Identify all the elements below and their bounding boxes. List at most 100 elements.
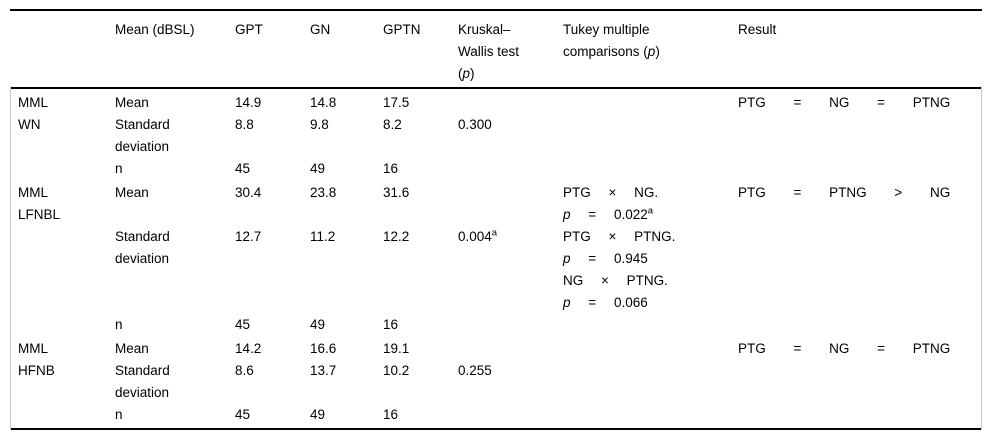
table-row: MML HFNB Mean 14.2 16.6 19.1 PTG = NG = …: [10, 338, 982, 378]
gptn-value-cell: 19.1: [383, 341, 410, 356]
table-row: Standard deviation 8.8 9.8 8.2 0.300: [10, 114, 982, 158]
group-name-line: MML: [18, 95, 48, 110]
p-value-number: 0.945: [613, 251, 648, 266]
gptn-value-cell: 17.5: [383, 95, 410, 110]
result-cell: PTG = NG = PTNG: [738, 341, 951, 356]
stat-label-cell: n: [115, 314, 235, 338]
tukey-cell: [563, 88, 738, 114]
header-line: (p): [458, 63, 557, 85]
gptn-value-cell: 8.2: [383, 117, 402, 132]
equals-sign: =: [588, 251, 597, 266]
header-line: comparisons (p): [563, 41, 732, 63]
header-result: Result: [738, 22, 777, 37]
result-cell: [738, 226, 982, 314]
gn-value-cell: 9.8: [310, 117, 329, 132]
group-cell-mml-wn: MML WN: [10, 88, 115, 182]
kw-value: 0.255: [458, 363, 492, 378]
kw-value-cell: 0.255: [458, 360, 563, 404]
gpt-value-cell: 45: [235, 317, 251, 332]
header-mean-dbsl: Mean (dBSL): [115, 22, 195, 37]
table-row: Standard deviation 12.7 11.2 12.2 0.004a…: [10, 226, 982, 314]
stat-label: Mean: [115, 341, 149, 356]
gn-value-cell: 49: [310, 407, 326, 422]
kw-value: 0.300: [458, 117, 492, 132]
group-name-line: WN: [18, 117, 41, 132]
tukey-pvalue: p = 0.066: [563, 292, 732, 314]
gpt-value-cell: 8.8: [235, 117, 254, 132]
header-line-text: comparisons: [563, 44, 640, 59]
statistics-table-container: Mean (dBSL) GPT GN GPTN Kruskal– Wallis …: [10, 9, 982, 430]
kw-value-cell: [458, 404, 563, 429]
gpt-value-cell: 30.4: [235, 185, 262, 200]
stat-label: n: [115, 407, 123, 422]
group-name-line: MML: [18, 185, 48, 200]
gpt-value-cell: 8.6: [235, 363, 254, 378]
stat-label-cell: Mean: [115, 182, 235, 226]
gpt-value-cell: 14.9: [235, 95, 262, 110]
table-row: MML LFNBL Mean 30.4 23.8 31.6 PTG × NG. …: [10, 182, 982, 226]
p-value-number: 0.022: [613, 207, 648, 222]
header-kruskal-wallis: Kruskal– Wallis test (p): [458, 10, 563, 88]
p-symbol: p: [563, 295, 571, 310]
paren: (: [458, 66, 463, 81]
kw-value-cell: 0.004a: [458, 226, 563, 314]
group-name-line: MML: [18, 341, 48, 356]
paren: ): [470, 66, 475, 81]
table-row: Standard deviation 8.6 13.7 10.2 0.255: [10, 360, 982, 404]
p-value: 0.945: [614, 251, 648, 266]
gn-value-cell: 23.8: [310, 185, 337, 200]
stat-label: n: [115, 161, 123, 176]
p-symbol: p: [647, 44, 656, 59]
tukey-cell: [563, 338, 738, 360]
tukey-cell: [563, 360, 738, 404]
stat-label: n: [115, 317, 123, 332]
tukey-comparison: PTG × NG.: [563, 185, 659, 200]
header-group-empty: [10, 10, 115, 88]
result-cell: [738, 314, 982, 338]
stat-label: Mean: [115, 185, 149, 200]
gptn-value-cell: 16: [383, 407, 399, 422]
gptn-value-cell: 16: [383, 161, 399, 176]
header-gpt: GPT: [235, 22, 263, 37]
gn-value-cell: 14.8: [310, 95, 337, 110]
p-symbol: p: [462, 66, 471, 81]
stat-label-cell: Standard deviation: [115, 360, 235, 404]
gptn-value-cell: 31.6: [383, 185, 410, 200]
gn-value-cell: 13.7: [310, 363, 337, 378]
group-cell-mml-lfnbl: MML LFNBL: [10, 182, 115, 338]
tukey-cell: PTG × NG. p = 0.022a: [563, 182, 738, 226]
header-gptn: GPTN: [383, 22, 421, 37]
table-right-border: [981, 86, 982, 430]
header-line: Kruskal–: [458, 22, 511, 37]
p-value-number: 0.066: [613, 295, 648, 310]
gpt-value-cell: 12.7: [235, 229, 262, 244]
kw-value-cell: [458, 314, 563, 338]
result-cell: [738, 158, 982, 182]
equals-sign: =: [588, 295, 597, 310]
stat-label-cell: Mean: [115, 338, 235, 360]
result-cell: [738, 360, 982, 404]
result-cell: [738, 114, 982, 158]
group-cell-mml-hfnb: MML HFNB: [10, 338, 115, 429]
tukey-cell: [563, 114, 738, 158]
header-line: Wallis test: [458, 44, 520, 59]
gn-value-cell: 49: [310, 161, 326, 176]
header-line: Tukey multiple: [563, 22, 650, 37]
tukey-comparison: PTG × PTNG.: [563, 229, 676, 244]
gn-value-cell: 16.6: [310, 341, 337, 356]
gptn-value-cell: 10.2: [383, 363, 410, 378]
table-header: Mean (dBSL) GPT GN GPTN Kruskal– Wallis …: [10, 10, 982, 88]
kw-value-cell: [458, 88, 563, 114]
gpt-value-cell: 45: [235, 407, 251, 422]
table-row: MML WN Mean 14.9 14.8 17.5 PTG = NG = PT…: [10, 88, 982, 132]
kw-value-cell: 0.300: [458, 114, 563, 158]
tukey-cell: [563, 404, 738, 429]
kw-value-cell: [458, 158, 563, 182]
kw-value: 0.004: [458, 229, 492, 244]
p-symbol: p: [563, 251, 571, 266]
table-row: n 45 49 16: [10, 314, 982, 338]
stat-label-cell: Standard deviation: [115, 226, 235, 314]
table-left-border: [10, 86, 11, 430]
footnote-marker: a: [491, 227, 498, 239]
